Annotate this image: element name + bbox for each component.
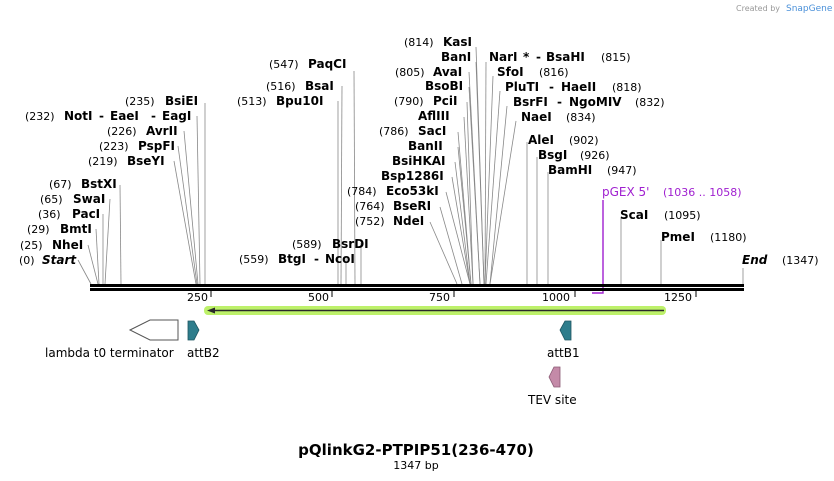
site-label-scai: ScaI (1095) (620, 204, 701, 223)
site-line (340, 85, 343, 285)
site-label-bani: BanI (441, 50, 471, 64)
site-label-start: (0) Start (19, 249, 77, 268)
site-label-pluti: PluTI - HaeII (818) (505, 76, 642, 95)
ruler-label-1250: 1250 (664, 291, 692, 304)
site-line (173, 160, 197, 285)
credit-brand: SnapGene (786, 4, 833, 14)
site-line (451, 176, 471, 285)
primer-label: pGEX 5' (1036 .. 1058) (602, 185, 742, 199)
attb1-label: attB1 (547, 346, 580, 360)
terminator-arrow-icon (128, 319, 179, 341)
site-line (489, 105, 508, 285)
tev-arrow-icon (548, 366, 561, 388)
site-line (104, 198, 111, 285)
site-label-avai: (805) AvaI (395, 61, 462, 80)
ruler-label-500: 500 (308, 291, 329, 304)
site-label-pspfi: (223) PspFI (99, 135, 175, 154)
site-label-bsiei: (235) BsiEI (125, 90, 198, 109)
ruler-label-1000: 1000 (542, 291, 570, 304)
site-label-bamhi: BamHI (947) (548, 159, 637, 178)
site-line (475, 61, 485, 285)
feature-tev-site[interactable]: TEV site (527, 366, 577, 407)
site-label-swai: (65) SwaI (40, 188, 105, 207)
site-line (87, 244, 99, 285)
site-lines (77, 46, 744, 285)
site-label-bmti: (29) BmtI (27, 218, 92, 237)
map-length: 1347 bp (393, 459, 438, 472)
site-label-bseyi: (219) BseYI (88, 150, 165, 169)
site-label-bsgi: BsgI (926) (538, 144, 610, 163)
site-label-banii: BanII (408, 139, 443, 153)
site-label-nhei: (25) NheI (20, 234, 83, 253)
feature-lambda-t0-terminator[interactable]: lambda t0 terminator (45, 319, 179, 360)
site-line (457, 131, 472, 285)
terminator-label: lambda t0 terminator (45, 346, 174, 360)
site-label-bpu10i: (513) Bpu10I (237, 90, 323, 109)
backbone-top-strand (90, 284, 744, 287)
site-line (77, 259, 92, 285)
site-line (177, 145, 198, 285)
feature-attb2[interactable]: attB2 (187, 320, 220, 360)
orf-arrow[interactable] (204, 306, 666, 315)
site-label-paqci: (547) PaqCI (269, 53, 346, 72)
backbone-bottom-strand (90, 288, 744, 291)
site-label-afliii: AflIII (418, 109, 450, 123)
site-line (119, 184, 122, 285)
site-label-naei: NaeI (834) (521, 106, 596, 125)
site-label-kasi: (814) KasI (404, 31, 472, 50)
site-line (466, 101, 474, 285)
site-labels: (0) Start (25) NheI (29) BmtI (36) PacI … (19, 31, 819, 268)
site-line (95, 228, 100, 285)
site-line (439, 206, 463, 285)
ruler-label-750: 750 (429, 291, 450, 304)
site-label-avrii: (226) AvrII (107, 120, 178, 139)
site-line (196, 115, 201, 285)
site-label-bseri: (764) BseRI (355, 195, 431, 214)
primer-pgex5[interactable]: pGEX 5' (1036 .. 1058) (592, 185, 742, 294)
site-label-eco53ki: (784) Eco53kI (347, 180, 439, 199)
site-label-bsihkai: BsiHKAI (392, 154, 446, 168)
site-line (484, 61, 487, 285)
site-label-bsrdi: (589) BsrDI (292, 233, 369, 252)
site-line (445, 191, 471, 285)
attb1-arrow-icon (559, 320, 572, 341)
site-label-bsai: (516) BsaI (266, 75, 334, 94)
map-title: pQlinkG2-PTPIP51(236-470) (298, 441, 534, 459)
site-label-end: End (1347) (742, 249, 819, 268)
site-line (485, 90, 501, 285)
site-label-paci: (36) PacI (38, 203, 100, 222)
site-label-alei: AleI (902) (528, 129, 599, 148)
site-line (489, 120, 517, 285)
attb2-label: attB2 (187, 346, 220, 360)
sequence-backbone: 250 500 750 1000 1250 (90, 284, 744, 304)
site-label-sfoi: SfoI (816) (497, 61, 569, 80)
site-label-pcii: (790) PciI (394, 90, 458, 109)
site-label-saci: (786) SacI (379, 120, 446, 139)
site-line (454, 161, 471, 285)
site-label-ndei: (752) NdeI (355, 210, 424, 229)
site-label-pmei: PmeI (1180) (661, 226, 747, 245)
site-label-bsobi: BsoBI (425, 79, 463, 93)
attb2-arrow-icon (187, 320, 200, 341)
site-label-nari: NarI * - BsaHI (815) (489, 46, 631, 65)
tev-label: TEV site (527, 393, 577, 407)
feature-attb1[interactable]: attB1 (547, 320, 580, 360)
site-line (183, 130, 199, 285)
site-label-noti: (232) NotI - EaeI - EagI (25, 105, 191, 124)
ruler-label-250: 250 (187, 291, 208, 304)
site-line (353, 70, 356, 285)
site-line (463, 116, 474, 285)
site-line (468, 71, 481, 285)
site-line (429, 221, 458, 285)
credit-created-by: Created by (736, 4, 780, 13)
primer-arrow (592, 200, 604, 294)
site-label-bsp1286i: Bsp1286I (381, 169, 444, 183)
site-label-bstxi: (67) BstXI (49, 173, 117, 192)
orf-arrowhead (207, 307, 215, 314)
site-label-btgi: (559) BtgI - NcoI (239, 248, 355, 267)
site-line (484, 75, 494, 285)
site-label-bsrfi: BsrFI - NgoMIV (832) (513, 91, 665, 110)
